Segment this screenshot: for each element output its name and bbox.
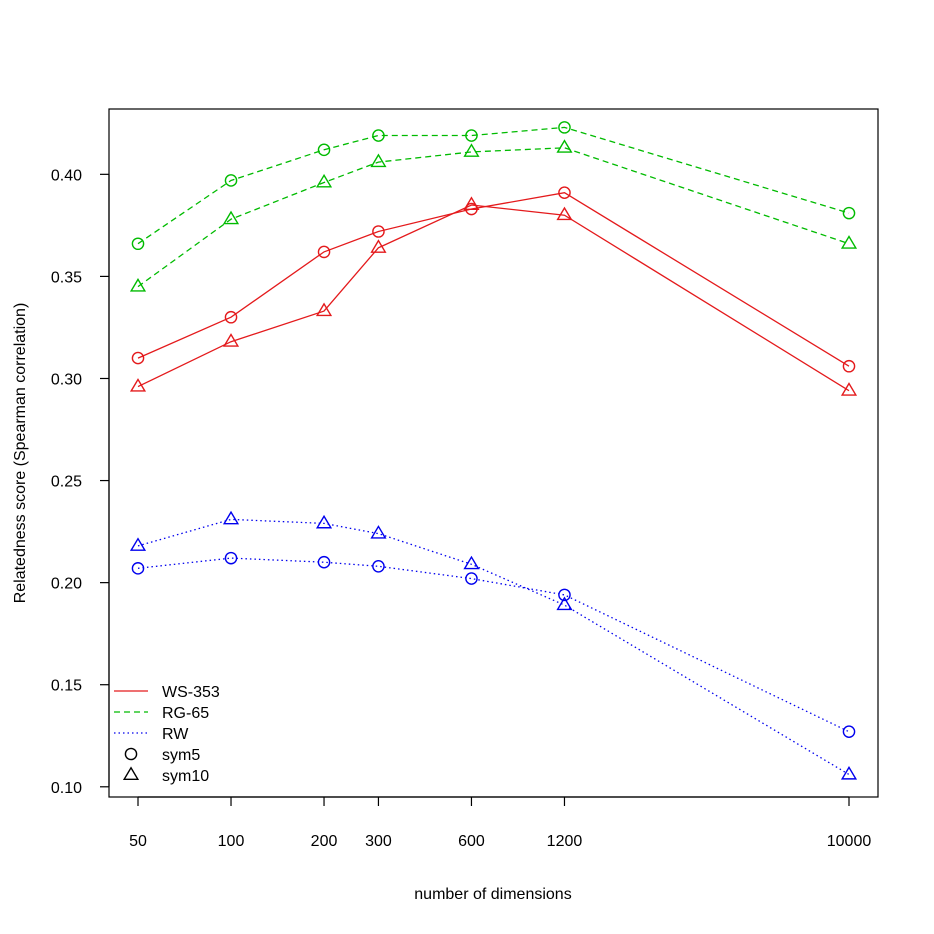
data-point-ws-353-sym10-10000	[840, 382, 858, 396]
data-point-rg-65-sym10-50	[129, 278, 147, 292]
data-point-rw-sym10-100	[222, 510, 240, 525]
data-point-rg-65-sym10-100	[222, 210, 240, 225]
data-point-rw-sym10-600	[463, 555, 480, 570]
x-axis: 50 100 200 300 600 1200 10000	[129, 796, 872, 850]
data-point-ws-353-sym5-50	[131, 351, 145, 365]
y-tick-label: 0.25	[51, 474, 82, 491]
y-tick-label: 0.40	[51, 167, 82, 184]
data-point-rg-65-sym5-200	[317, 143, 331, 157]
legend-label: RW	[162, 726, 189, 743]
data-point-rw-sym5-300	[372, 560, 385, 573]
series-rg-65-sym5	[131, 121, 856, 251]
data-point-ws-353-sym5-300	[372, 225, 385, 238]
data-point-rg-65-sym10-300	[370, 153, 387, 168]
legend-label: WS-353	[162, 684, 220, 701]
x-tick-label: 600	[458, 833, 485, 850]
series-rw-sym10	[129, 510, 858, 780]
data-point-rg-65-sym5-1200	[558, 121, 571, 134]
data-point-ws-353-sym5-10000	[842, 359, 856, 373]
data-point-ws-353-sym10-1200	[556, 206, 573, 221]
legend-item-rw: RW	[114, 726, 189, 743]
data-point-rg-65-sym10-600	[463, 143, 480, 157]
data-point-rw-sym10-200	[315, 514, 333, 529]
data-point-ws-353-sym5-200	[317, 245, 331, 259]
data-point-rw-sym5-10000	[842, 725, 856, 738]
series-rg-65-sym10	[129, 139, 858, 292]
y-tick-label: 0.10	[51, 780, 82, 797]
legend-item-rg-65: RG-65	[114, 705, 209, 722]
x-axis-title: number of dimensions	[414, 886, 571, 903]
data-point-rw-sym10-300	[370, 525, 387, 539]
series-line-rg-65-sym5	[137, 126, 850, 245]
data-point-rw-sym5-1200	[558, 588, 571, 602]
data-point-rw-sym5-50	[131, 562, 145, 575]
legend-label: RG-65	[162, 705, 209, 722]
data-point-ws-353-sym10-600	[463, 196, 480, 210]
data-point-ws-353-sym5-100	[224, 310, 238, 324]
series-line-ws-353-sym10	[137, 204, 850, 392]
data-point-rg-65-sym10-200	[315, 173, 333, 188]
series-rw-sym5	[131, 551, 856, 738]
data-point-rg-65-sym10-10000	[840, 235, 858, 249]
legend-label: sym5	[162, 747, 200, 764]
x-tick-label: 200	[311, 833, 338, 850]
legend-item-ws-353: WS-353	[114, 684, 220, 701]
y-tick-label: 0.15	[51, 678, 82, 695]
data-point-rg-65-sym5-600	[465, 129, 478, 142]
series-line-rg-65-sym10	[137, 147, 850, 288]
x-tick-label: 100	[218, 833, 245, 850]
y-axis: 0.10 0.15 0.20 0.25 0.30 0.35 0.40	[51, 167, 110, 797]
y-tick-label: 0.30	[51, 371, 82, 388]
data-point-rw-sym10-10000	[840, 765, 858, 780]
data-point-rw-sym5-200	[317, 555, 331, 569]
series-line-ws-353-sym5	[137, 192, 850, 367]
series-layer	[129, 121, 858, 780]
data-point-rw-sym10-50	[129, 537, 147, 551]
data-point-rg-65-sym5-10000	[842, 206, 856, 220]
x-tick-label: 1200	[547, 833, 583, 850]
series-ws-353-sym5	[131, 186, 856, 373]
legend-item-sym5: sym5	[124, 747, 200, 764]
data-point-rw-sym5-100	[224, 551, 238, 565]
data-point-rw-sym5-600	[465, 572, 478, 585]
data-point-rw-sym10-1200	[556, 596, 573, 611]
data-point-ws-353-sym5-1200	[558, 186, 571, 200]
x-tick-label: 300	[365, 833, 392, 850]
legend-swatch	[124, 747, 138, 761]
y-tick-label: 0.35	[51, 269, 82, 286]
x-tick-label: 10000	[827, 833, 872, 850]
data-point-rg-65-sym10-1200	[556, 139, 573, 153]
legend-label: sym10	[162, 768, 209, 785]
data-point-ws-353-sym10-300	[370, 239, 387, 253]
data-point-rg-65-sym5-300	[372, 129, 385, 142]
y-tick-label: 0.20	[51, 576, 82, 593]
legend: WS-353 RG-65 RW sym5 sym10	[114, 684, 220, 785]
data-point-rg-65-sym5-50	[131, 237, 145, 251]
data-point-rg-65-sym5-100	[224, 174, 238, 187]
x-tick-label: 50	[129, 833, 147, 850]
legend-swatch	[122, 766, 140, 781]
data-point-ws-353-sym10-100	[222, 333, 240, 347]
legend-item-sym10: sym10	[122, 766, 209, 785]
y-axis-title: Relatedness score (Spearman correlation)	[12, 303, 29, 604]
data-point-ws-353-sym10-50	[129, 378, 147, 392]
data-point-ws-353-sym10-200	[315, 302, 333, 317]
series-ws-353-sym10	[129, 196, 858, 396]
